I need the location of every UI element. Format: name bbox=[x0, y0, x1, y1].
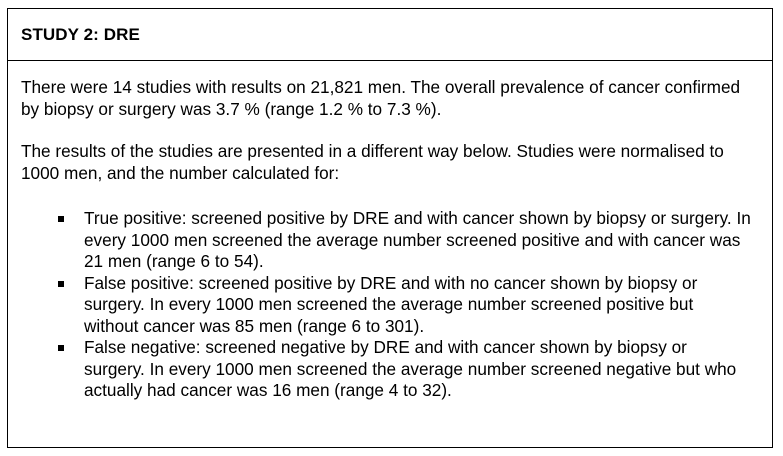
list-item-true-positive: True positive: screened positive by DRE … bbox=[21, 208, 752, 273]
bullet-text: False negative: screened negative by DRE… bbox=[84, 337, 737, 400]
square-bullet-icon bbox=[58, 280, 64, 287]
prevalence-paragraph: There were 14 studies with results on 21… bbox=[21, 77, 741, 119]
study-body-cell: There were 14 studies with results on 21… bbox=[8, 61, 772, 402]
study-table: STUDY 2: DRE There were 14 studies with … bbox=[7, 8, 773, 448]
study-title: STUDY 2: DRE bbox=[21, 24, 140, 44]
bullet-text: False positive: screened positive by DRE… bbox=[84, 272, 698, 336]
list-item-false-negative: False negative: screened negative by DRE… bbox=[21, 337, 752, 402]
bullet-text: True positive: screened positive by DRE … bbox=[84, 208, 751, 271]
square-bullet-icon bbox=[58, 345, 64, 351]
square-bullet-icon bbox=[58, 216, 64, 222]
list-item-false-positive: False positive: screened positive by DRE… bbox=[21, 273, 752, 338]
study-header-cell: STUDY 2: DRE bbox=[8, 9, 772, 61]
results-list: True positive: screened positive by DRE … bbox=[21, 208, 752, 402]
method-paragraph: The results of the studies are presented… bbox=[21, 141, 724, 183]
